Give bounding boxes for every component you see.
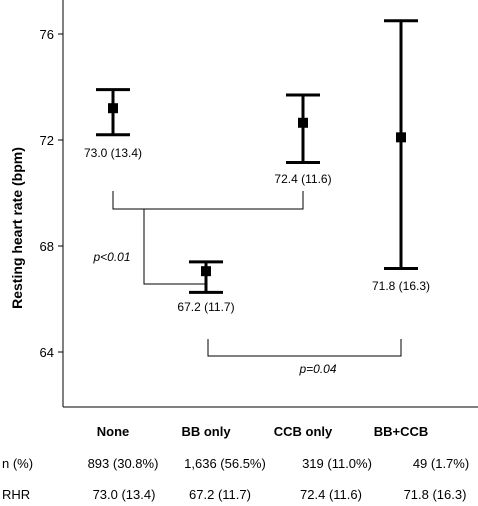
y-axis-label: Resting heart rate (bpm) [9, 147, 25, 309]
x-tick-labels: None BB only CCB only BB+CCB [97, 424, 429, 439]
x-tick-label-bb-only: BB only [181, 424, 231, 439]
x-tick-label-bb-ccb: BB+CCB [374, 424, 429, 439]
error-bars [96, 19, 418, 294]
y-tick-label: 76 [40, 27, 54, 42]
y-ticks: 64 68 72 76 [40, 27, 63, 360]
p-value-lower: p=0.04 [298, 362, 336, 376]
mean-point [201, 266, 211, 277]
mean-point [298, 117, 308, 128]
data-label-bb-only: 67.2 (11.7) [177, 300, 234, 314]
table-cell: 71.8 (16.3) [404, 487, 467, 502]
table-cell: 67.2 (11.7) [189, 487, 251, 502]
comparison-bracket-lower [207, 339, 402, 357]
row-label-n: n (%) [2, 456, 33, 471]
table-cell: 73.0 (13.4) [93, 487, 156, 502]
p-value-upper: p<0.01 [92, 250, 130, 264]
y-tick-label: 72 [40, 133, 54, 148]
table-cell: 893 (30.8%) [88, 456, 159, 471]
x-tick-label-none: None [97, 424, 130, 439]
table-cell: 319 (11.0%) [302, 456, 372, 471]
table-cell: 49 (1.7%) [413, 456, 469, 471]
mean-point [108, 103, 118, 114]
y-tick-label: 64 [40, 345, 54, 360]
row-label-rhr: RHR [2, 487, 30, 502]
table-cell: 1,636 (56.5%) [184, 456, 266, 471]
table-row-n: n (%) 893 (30.8%) 1,636 (56.5%) 319 (11.… [2, 456, 469, 471]
data-label-ccb-only: 72.4 (11.6) [274, 172, 331, 186]
table-cell: 72.4 (11.6) [300, 487, 362, 502]
data-label-bb-ccb: 71.8 (16.3) [372, 279, 430, 293]
data-labels: 73.0 (13.4) 67.2 (11.7) 72.4 (11.6) 71.8… [84, 146, 430, 314]
comparison-bracket-upper [112, 191, 304, 285]
table-row-rhr: RHR 73.0 (13.4) 67.2 (11.7) 72.4 (11.6) … [2, 487, 466, 502]
x-tick-label-ccb-only: CCB only [274, 424, 333, 439]
data-label-none: 73.0 (13.4) [84, 146, 142, 160]
mean-point [396, 132, 406, 143]
y-tick-label: 68 [40, 239, 54, 254]
